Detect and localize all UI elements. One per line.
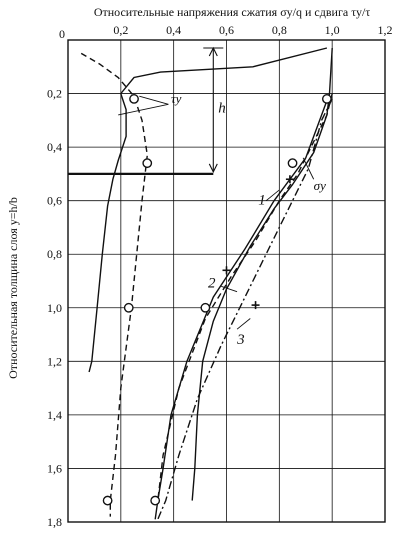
data-point-circle bbox=[287, 158, 298, 169]
y-axis-label: Относительная толщина слоя y=h/b bbox=[6, 197, 20, 379]
y-tick-labels: 0,2 0,4 0,6 0,8 1,0 1,2 1,4 1,6 1,8 bbox=[47, 87, 62, 529]
data-point-circle bbox=[142, 158, 153, 169]
y-tick-label: 0,4 bbox=[47, 140, 62, 154]
y-tick-label: 0,2 bbox=[47, 87, 62, 101]
x-tick-label: 0,4 bbox=[166, 23, 181, 37]
curve-3-label: 3 bbox=[236, 332, 245, 348]
x-tick-label: 1,2 bbox=[378, 23, 393, 37]
y-tick-label: 1,0 bbox=[47, 301, 62, 315]
curve-2-label: 2 bbox=[208, 276, 216, 292]
series-line-tau-dashed bbox=[80, 52, 149, 517]
data-point-cross bbox=[285, 175, 294, 184]
curve-1-label: 1 bbox=[258, 193, 266, 209]
origin-label: 0 bbox=[59, 27, 65, 41]
data-point-cross bbox=[251, 301, 260, 310]
grid bbox=[67, 39, 386, 523]
series-lines bbox=[68, 47, 333, 520]
y-tick-label: 1,4 bbox=[47, 408, 62, 422]
x-tick-label: 1,0 bbox=[325, 23, 340, 37]
data-markers bbox=[102, 94, 332, 506]
data-point-cross bbox=[222, 266, 231, 275]
h-arrow-head-bottom bbox=[208, 163, 218, 174]
series-line-curve-3 bbox=[157, 98, 333, 520]
curve-2-leader bbox=[221, 285, 238, 293]
h-label: h bbox=[218, 100, 226, 116]
data-point-circle bbox=[102, 495, 113, 506]
tau-label: τy bbox=[171, 91, 182, 106]
x-tick-label: 0,6 bbox=[219, 23, 234, 37]
data-point-circle bbox=[129, 94, 139, 104]
annotations: h τy σy 1 2 3 bbox=[118, 46, 326, 348]
data-point-circle bbox=[123, 302, 134, 313]
tau-leader bbox=[139, 95, 169, 105]
y-tick-label: 1,8 bbox=[47, 515, 62, 529]
chart-title: Относительные напряжения сжатия σy/q и с… bbox=[94, 5, 371, 19]
curve-1-leader bbox=[265, 189, 280, 202]
x-tick-labels: 0,2 0,4 0,6 0,8 1,0 1,2 bbox=[113, 23, 392, 37]
data-point-circle bbox=[150, 495, 161, 506]
x-tick-label: 0,2 bbox=[113, 23, 128, 37]
series-line-curve-1 bbox=[154, 93, 331, 520]
y-tick-label: 1,6 bbox=[47, 461, 62, 475]
y-tick-label: 0,6 bbox=[47, 194, 62, 208]
sigma-label: σy bbox=[314, 178, 326, 193]
x-tick-label: 0,8 bbox=[272, 23, 287, 37]
y-tick-label: 0,8 bbox=[47, 247, 62, 261]
series-line-tau-solid bbox=[88, 47, 328, 373]
data-point-circle bbox=[200, 302, 211, 313]
tau-leader bbox=[118, 103, 169, 116]
y-tick-label: 1,2 bbox=[47, 354, 62, 368]
data-point-circle bbox=[321, 94, 332, 104]
curve-3-leader bbox=[236, 318, 251, 330]
sigma-leader bbox=[302, 157, 315, 180]
